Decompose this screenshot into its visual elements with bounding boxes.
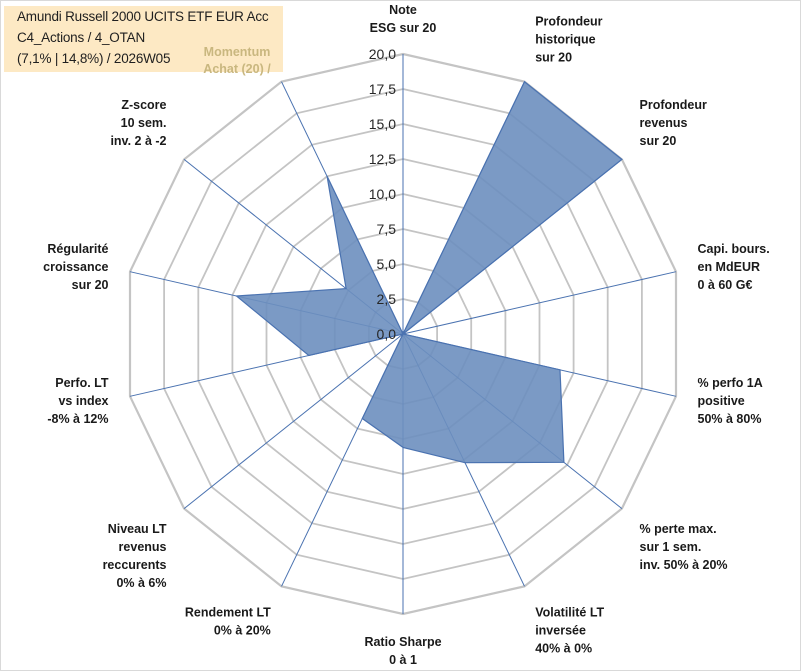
axis-label-6-line-0: Volatilité LT [535,605,604,619]
axis-label-10-line-1: vs index [58,394,108,408]
axis-label-12-line-2: inv. 2 à -2 [110,134,166,148]
chart-title-line-1: Amundi Russell 2000 UCITS ETF EUR Acc [17,9,269,24]
axis-label-6-line-1: inversée [535,623,586,637]
tick-label-7: 17,5 [369,81,396,97]
axis-label-0: Note ESG sur 20 [370,3,437,35]
spoke-9 [183,333,404,509]
axis-label-8: Rendement LT 0% à 20% [185,605,271,637]
tick-label-5: 12,5 [369,151,396,167]
axis-label-4-line-0: % perfo 1A [698,376,763,390]
axis-label-11-line-0: Régularité [47,242,108,256]
axis-label-9-line-3: 0% à 6% [116,576,166,590]
axis-label-12-line-1: 10 sem. [121,116,167,130]
axis-label-8-line-1: 0% à 20% [214,623,271,637]
momentum-label-line-2: Achat (20) / [203,62,271,76]
radial-tick-labels: 0,0 2,5 5,0 7,5 10,0 12,5 15,0 17,5 20,0 [369,46,396,342]
axis-label-1-line-1: historique [535,33,595,47]
axis-label-10-line-0: Perfo. LT [55,376,109,390]
axis-label-1-line-2: sur 20 [535,51,572,65]
tick-label-1: 2,5 [377,291,397,307]
radar-series-area [234,80,623,464]
axis-label-12: Z-score 10 sem. inv. 2 à -2 [110,98,166,148]
axis-label-6: Volatilité LT inversée 40% à 0% [535,605,604,655]
tick-label-3: 7,5 [377,221,397,237]
axis-label-3: Capi. bours. en MdEUR 0 à 60 G€ [698,242,770,292]
axis-label-6-line-2: 40% à 0% [535,641,592,655]
axis-label-9-line-1: revenus [119,540,167,554]
chart-title-box: Amundi Russell 2000 UCITS ETF EUR Acc C4… [4,6,283,72]
axis-labels: Note ESG sur 20 Profondeur historique sur 20… [43,3,770,667]
axis-label-7-line-1: 0 à 1 [389,653,417,667]
axis-label-2: Profondeur revenus sur 20 [640,98,707,148]
axis-label-1: Profondeur historique sur 20 [535,15,602,65]
axis-label-1-line-0: Profondeur [535,15,602,29]
chart-title-line-2: C4_Actions / 4_OTAN [17,30,146,45]
axis-label-12-line-0: Z-score [121,98,166,112]
axis-label-8-line-0: Rendement LT [185,605,271,619]
axis-label-7-line-0: Ratio Sharpe [364,635,441,649]
axis-label-0-line-0: Note [389,3,417,17]
axis-label-7: Ratio Sharpe 0 à 1 [364,635,441,667]
tick-label-2: 5,0 [377,256,397,272]
tick-label-4: 10,0 [369,186,396,202]
axis-label-5-line-2: inv. 50% à 20% [640,558,728,572]
axis-label-2-line-0: Profondeur [640,98,707,112]
axis-label-2-line-1: revenus [640,116,688,130]
axis-label-3-line-0: Capi. bours. [698,242,770,256]
axis-label-2-line-2: sur 20 [640,134,677,148]
axis-label-11-line-2: sur 20 [72,278,109,292]
axis-label-9: Niveau LT revenus reccurents 0% à 6% [103,522,167,590]
spoke-3 [402,271,677,335]
axis-label-11-line-1: croissance [43,260,108,274]
axis-label-10-line-2: -8% à 12% [47,412,108,426]
axis-label-5-line-0: % perte max. [640,522,717,536]
axis-label-5: % perte max. sur 1 sem. inv. 50% à 20% [640,522,728,572]
momentum-label: Momentum Achat (20) / [197,44,277,78]
tick-label-6: 15,0 [369,116,396,132]
axis-label-3-line-2: 0 à 60 G€ [698,278,753,292]
axis-label-11: Régularité croissance sur 20 [43,242,108,292]
axis-label-4: % perfo 1A positive 50% à 80% [698,376,763,426]
axis-label-9-line-0: Niveau LT [108,522,167,536]
tick-label-8: 20,0 [369,46,396,62]
axis-label-5-line-1: sur 1 sem. [640,540,702,554]
momentum-label-line-1: Momentum [203,45,271,59]
tick-label-0: 0,0 [377,326,397,342]
axis-label-4-line-1: positive [698,394,745,408]
axis-label-10: Perfo. LT vs index -8% à 12% [47,376,109,426]
chart-title-line-3: (7,1% | 14,8%) / 2026W05 [17,51,171,66]
axis-label-4-line-2: 50% à 80% [698,412,762,426]
axis-label-9-line-2: reccurents [103,558,167,572]
axis-label-3-line-1: en MdEUR [698,260,761,274]
axis-label-0-line-1: ESG sur 20 [370,21,437,35]
